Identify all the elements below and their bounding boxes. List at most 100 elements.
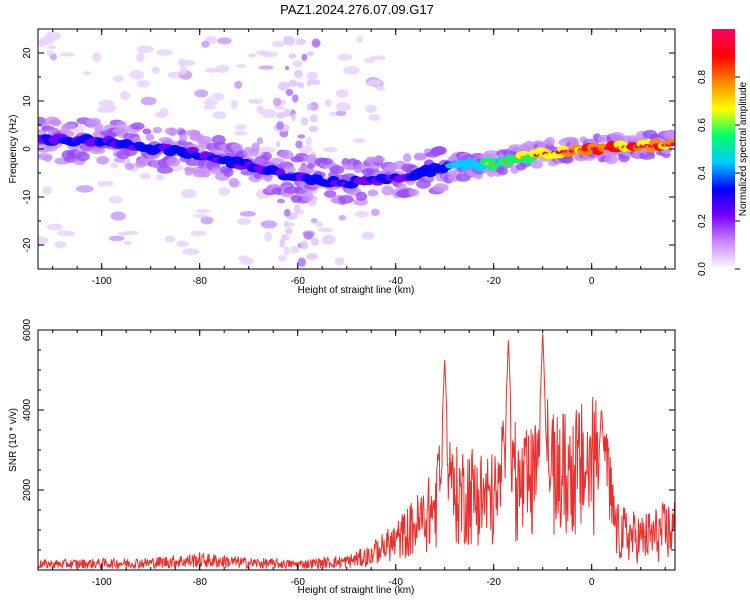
heatmap-cell	[292, 94, 299, 103]
heatmap-cell	[223, 167, 234, 177]
heatmap-cell	[168, 127, 177, 137]
heatmap-cell	[237, 218, 251, 225]
heatmap-cell	[275, 112, 286, 119]
heatmap-cell	[192, 213, 208, 218]
heatmap-cell	[310, 217, 318, 224]
heatmap-cell	[319, 157, 333, 165]
heatmap-cell	[311, 41, 321, 46]
heatmap-cell	[42, 185, 52, 195]
y-tick-label: 20	[22, 47, 33, 59]
colorbar-ticks: 0.0 0.2 0.4 0.6 0.8	[697, 70, 740, 276]
heatmap-cell	[152, 126, 163, 134]
heatmap-cell	[293, 204, 301, 214]
x-tick-label: -20	[486, 577, 501, 588]
heatmap-cell	[278, 254, 287, 262]
heatmap-cell	[328, 111, 339, 117]
heatmap-cell	[261, 108, 276, 119]
y-tick-label: -10	[22, 189, 33, 204]
heatmap-cell	[136, 79, 150, 88]
y-tick-label: 2000	[22, 478, 33, 501]
heatmap-cell	[530, 159, 543, 169]
heatmap-cell	[256, 137, 264, 145]
heatmap-cell	[248, 98, 264, 104]
colorbar-tick-label: 0.4	[697, 166, 708, 180]
heatmap-cell	[335, 110, 347, 117]
heatmap-cell	[96, 106, 115, 114]
heatmap-cell	[283, 108, 291, 117]
colorbar-tick-label: 0.0	[697, 262, 708, 276]
y-tick-label: -20	[22, 237, 33, 252]
x-tick-label: -60	[290, 577, 305, 588]
heatmap-cell	[248, 53, 257, 58]
heatmap-cell	[306, 71, 319, 81]
heatmap-cell	[145, 133, 155, 141]
heatmap-cell	[82, 71, 91, 76]
heatmap-cell	[201, 40, 210, 48]
heatmap-cell	[39, 36, 55, 46]
heatmap-cell	[545, 136, 555, 146]
heatmap-cell	[75, 151, 90, 162]
heatmap-cell	[604, 154, 618, 165]
heatmap-cell	[355, 191, 368, 202]
heatmap-cell	[303, 231, 314, 240]
heatmap-cell	[368, 113, 381, 121]
heatmap-cell	[301, 53, 308, 61]
heatmap-cell	[279, 149, 294, 160]
y-tick-label: 0	[22, 146, 33, 152]
colorbar-tick-label: 0.2	[697, 214, 708, 228]
heatmap-cell	[56, 230, 73, 236]
heatmap-cell	[414, 154, 427, 161]
heatmap-cell	[130, 122, 145, 130]
x-tick-label: -60	[290, 276, 305, 287]
heatmap-cell	[260, 220, 278, 229]
heatmap-cell	[343, 66, 360, 75]
heatmap-cell	[300, 117, 309, 126]
heatmap-cell	[179, 133, 188, 142]
x-tick-label: -20	[486, 276, 501, 287]
heatmap-cell	[300, 240, 309, 250]
heatmap-cell	[335, 102, 351, 112]
heatmap-cell	[110, 211, 126, 221]
heatmap-cell	[98, 99, 115, 108]
heatmap-cell	[370, 208, 380, 217]
heatmap-cell	[38, 236, 49, 246]
heatmap-cell	[93, 122, 104, 133]
spectrogram-y-label: Frequency (Hz)	[8, 115, 19, 184]
x-tick-label: -40	[388, 276, 403, 287]
heatmap-cell	[285, 88, 294, 97]
heatmap-cell	[231, 143, 243, 152]
heatmap-cell	[309, 101, 319, 111]
heatmap-cell	[283, 246, 290, 256]
heatmap-cell	[228, 177, 240, 188]
heatmap-cell	[285, 227, 293, 235]
heatmap-cell	[283, 36, 296, 46]
heatmap-cell	[43, 155, 52, 162]
heatmap-cell	[157, 166, 173, 174]
heatmap-cell	[288, 53, 297, 59]
spectrogram-y-ticks: -20 -10 0 10 20	[22, 28, 675, 270]
heatmap-cell	[663, 130, 675, 140]
heatmap-cell	[156, 49, 173, 56]
heatmap-cell	[120, 91, 130, 100]
snr-y-label: SNR (10 * v/v)	[8, 408, 19, 472]
heatmap-cell	[230, 99, 238, 110]
snr-panel: -100 -80 -60 -40 -20 0 2000 4000 6000 Height of…	[8, 318, 676, 596]
heatmap-cell	[96, 180, 114, 187]
heatmap-cell	[184, 167, 193, 176]
heatmap-cell	[271, 40, 285, 48]
y-tick-label: 10	[22, 95, 33, 107]
spectrogram-heatmap	[38, 31, 675, 267]
x-tick-label: 0	[589, 577, 595, 588]
heatmap-cell	[408, 188, 420, 197]
heatmap-cell	[92, 52, 102, 63]
heatmap-cell	[258, 146, 276, 154]
heatmap-cell	[278, 81, 290, 91]
heatmap-cell	[125, 162, 135, 171]
heatmap-cell	[283, 208, 291, 217]
heatmap-cell	[236, 64, 246, 69]
heatmap-cell	[185, 158, 201, 167]
heatmap-cell	[275, 141, 281, 148]
snr-series-line	[38, 333, 675, 570]
